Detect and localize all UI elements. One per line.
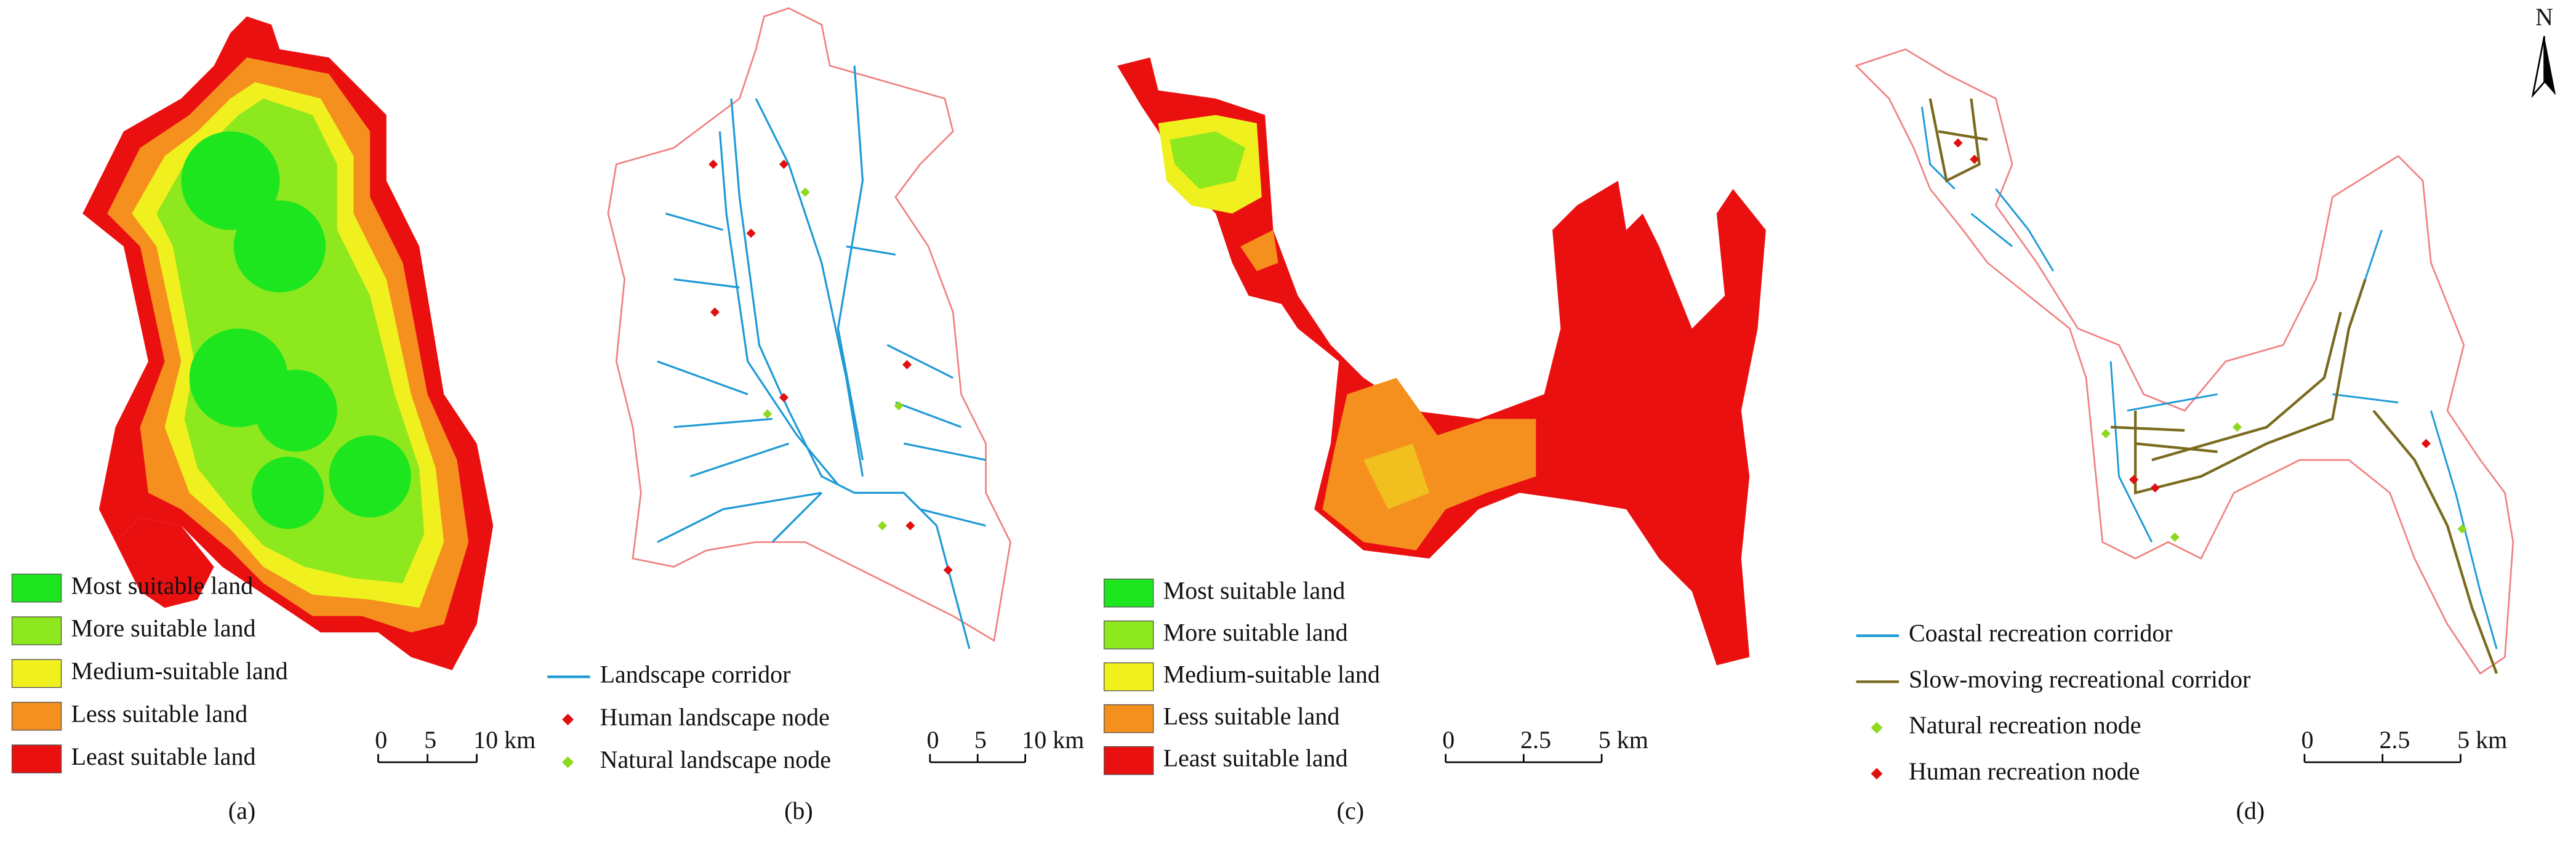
legend-swatch — [11, 701, 62, 731]
legend-swatch — [11, 573, 62, 603]
suitability-map-a — [82, 16, 494, 671]
scale-label: 5 — [974, 726, 987, 754]
north-label: N — [2535, 3, 2553, 31]
legend-label: Most suitable land — [71, 571, 254, 599]
legend-swatch — [11, 616, 62, 645]
scale-label: 0 — [1442, 726, 1455, 754]
scale-label: 0 — [927, 726, 939, 754]
scale-label: 2.5 — [1520, 726, 1551, 754]
panel-caption: (c) — [1337, 797, 1364, 824]
legend-label: Medium-suitable land — [71, 657, 288, 685]
suitability-map-c — [1117, 57, 1766, 666]
legend-diamond — [1871, 722, 1883, 734]
legend-label: Landscape corridor — [600, 660, 791, 688]
legend-swatch — [11, 659, 62, 688]
panel-caption: (d) — [2236, 797, 2265, 824]
legend-diamond — [1871, 768, 1883, 780]
panel-caption: (a) — [228, 797, 255, 824]
legend-label: Human landscape node — [600, 703, 830, 731]
scale-label: 0 — [2301, 726, 2314, 754]
legend-label: Least suitable land — [1163, 744, 1348, 771]
legend-label: Coastal recreation corridor — [1909, 619, 2173, 647]
legend-label: More suitable land — [1163, 618, 1348, 646]
scale-label: 5 km — [2457, 726, 2507, 754]
legend-label: More suitable land — [71, 614, 256, 642]
legend-swatch — [1104, 578, 1154, 608]
legend-diamond — [562, 714, 574, 725]
legend-swatch — [1104, 704, 1154, 733]
legend-label: Least suitable land — [71, 743, 256, 770]
scale-label: 0 — [375, 726, 387, 754]
north-arrow: N — [2531, 3, 2556, 99]
scale-label: 5 km — [1599, 726, 1648, 754]
scale-label: 2.5 — [2379, 726, 2410, 754]
legend-label: Human recreation node — [1909, 757, 2140, 785]
legend-swatch — [11, 744, 62, 773]
legend-label: Natural landscape node — [600, 746, 831, 773]
corridor-map-d — [1855, 48, 2514, 675]
legend-label: Less suitable land — [1163, 702, 1340, 730]
legend-swatch — [1104, 620, 1154, 650]
legend-swatch — [1104, 746, 1154, 775]
scale-label: 10 km — [473, 726, 536, 754]
panel-caption: (b) — [784, 797, 813, 824]
legend-label: Natural recreation node — [1909, 711, 2141, 739]
legend-swatch — [1104, 662, 1154, 691]
legend-label: Most suitable land — [1163, 576, 1346, 604]
scale-label: 5 — [424, 726, 436, 754]
legend-label: Less suitable land — [71, 699, 248, 727]
scale-label: 10 km — [1022, 726, 1084, 754]
legend-label: Slow-moving recreational corridor — [1909, 665, 2250, 693]
legend-diamond — [562, 756, 574, 768]
legend-label: Medium-suitable land — [1163, 660, 1380, 688]
corridor-map-b — [607, 7, 1012, 650]
